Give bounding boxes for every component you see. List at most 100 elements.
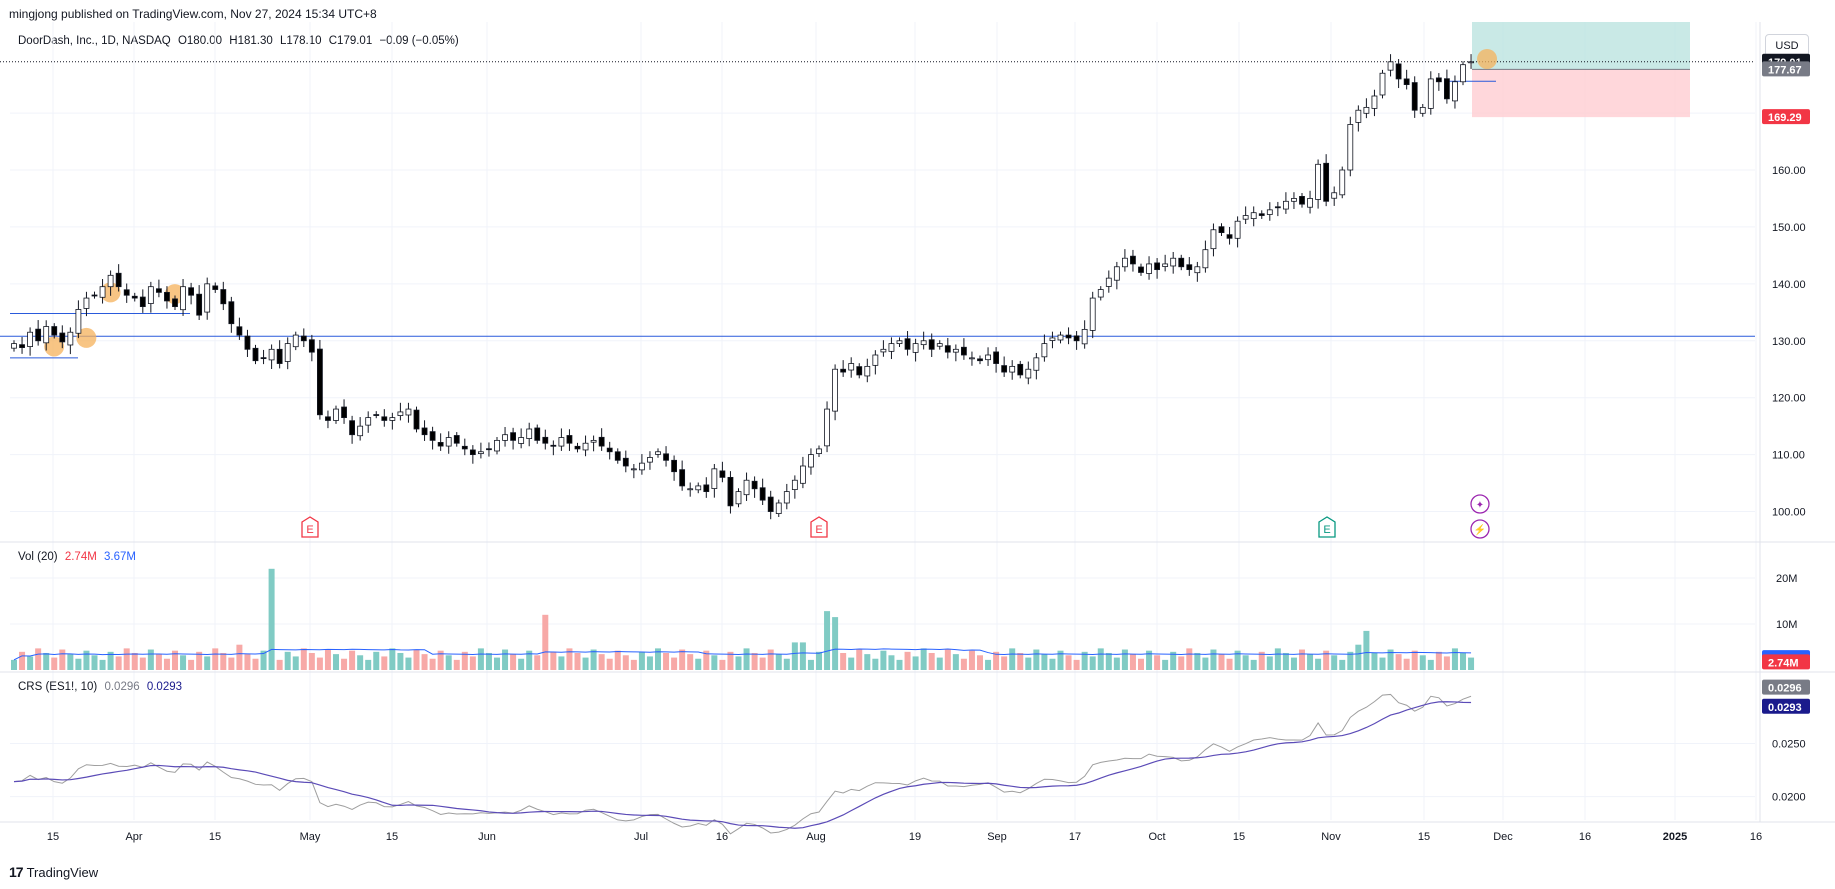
candle — [1138, 263, 1144, 276]
volume-legend-ma: 3.67M — [104, 551, 136, 563]
candle-body — [236, 326, 243, 336]
volume-bar — [743, 648, 750, 670]
candle — [920, 331, 927, 350]
candle — [1291, 192, 1297, 209]
candle-body — [115, 272, 122, 288]
candle — [647, 451, 653, 470]
candle — [743, 472, 750, 501]
candle — [477, 442, 484, 459]
candle-body — [800, 465, 806, 484]
candle — [969, 351, 975, 366]
volume-bar — [1154, 655, 1161, 670]
candle — [373, 411, 380, 419]
volume-bar — [43, 652, 50, 670]
candle-body — [598, 436, 605, 447]
candle-body — [751, 480, 758, 490]
volume-bar — [791, 642, 798, 670]
candle — [19, 336, 25, 354]
crs-label-text: 0.0296 — [1768, 683, 1802, 695]
candle-body — [292, 334, 299, 348]
candle — [1097, 286, 1104, 301]
crs-legend-value: 0.0296 — [104, 681, 140, 693]
candle-body — [1218, 226, 1225, 234]
candle-body — [848, 363, 855, 371]
candle-body — [260, 357, 267, 360]
candle-body — [1435, 77, 1442, 83]
crs-label-badge: 0.0293 — [1762, 698, 1810, 714]
candle-body — [944, 345, 951, 353]
volume-bar — [1387, 649, 1394, 670]
earnings-badge — [1318, 516, 1336, 538]
volume-bar — [405, 657, 412, 670]
volume-bar — [365, 659, 372, 670]
volume-bar — [638, 651, 645, 670]
candle-body — [1379, 72, 1386, 96]
candle — [59, 325, 66, 349]
crs-label-badge: 0.0296 — [1762, 679, 1810, 695]
candle-body — [212, 285, 219, 290]
candle-body — [920, 340, 927, 346]
volume-bar — [1323, 650, 1330, 670]
candle-body — [27, 331, 34, 347]
candle-body — [1307, 198, 1313, 208]
candle-body — [824, 408, 830, 447]
candle-body — [365, 417, 372, 426]
volume-bar — [1435, 651, 1442, 670]
candle-body — [421, 427, 428, 436]
volume-bar — [91, 655, 98, 670]
candle — [582, 435, 589, 457]
candle — [75, 300, 82, 339]
earnings-label: E — [1323, 524, 1330, 536]
candle — [977, 355, 983, 365]
candle-body — [743, 479, 750, 496]
candle — [526, 422, 533, 447]
symbol-name[interactable]: DoorDash, Inc., 1D, NASDAQ — [18, 35, 171, 47]
candle-body — [357, 425, 364, 437]
candle-body — [872, 354, 879, 366]
volume-bar — [767, 649, 774, 670]
candle-body — [1170, 257, 1177, 267]
volume-bar — [1097, 648, 1104, 670]
candle-body — [969, 357, 975, 360]
volume-bar — [687, 654, 694, 670]
candle — [1009, 360, 1016, 380]
candle-body — [373, 414, 380, 416]
candle — [147, 281, 154, 313]
candle — [550, 440, 557, 456]
highlight-marker — [76, 327, 97, 348]
candle-body — [477, 451, 484, 454]
candle-body — [510, 432, 517, 441]
candle — [453, 432, 460, 447]
candle-body — [1130, 255, 1136, 265]
candle — [1178, 254, 1185, 271]
candle — [888, 337, 895, 360]
candle — [848, 357, 855, 378]
candle-body — [147, 286, 154, 304]
candle — [1113, 261, 1120, 290]
currency-button[interactable]: USD — [1765, 34, 1809, 57]
price-tick-label: 140.00 — [1772, 279, 1806, 291]
candle-body — [75, 309, 82, 334]
candle-body — [1266, 209, 1273, 215]
candle-body — [188, 287, 195, 296]
candle — [244, 329, 251, 357]
volume-bar — [139, 657, 146, 670]
candle-body — [1403, 78, 1410, 86]
vol-label-text: 2.74M — [1768, 657, 1799, 669]
candle — [1033, 353, 1040, 380]
volume-bar — [542, 614, 549, 670]
candle — [1460, 61, 1466, 86]
crs-legend-name[interactable]: CRS (ES1!, 10) — [18, 681, 98, 693]
volume-bar — [477, 648, 484, 670]
candle — [1387, 54, 1394, 77]
volume-legend-name[interactable]: Vol (20) — [18, 551, 58, 563]
candle-body — [574, 445, 581, 450]
time-tick-label: Aug — [806, 831, 826, 843]
candle-body — [1331, 192, 1338, 199]
tradingview-logo[interactable]: 17 TradingView — [9, 864, 98, 880]
candle-body — [719, 470, 726, 478]
volume-bar — [1121, 649, 1128, 670]
highlight-marker — [44, 336, 65, 357]
volume-bar — [196, 651, 203, 670]
